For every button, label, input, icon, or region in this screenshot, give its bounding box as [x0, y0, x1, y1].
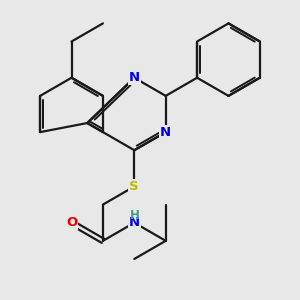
Text: N: N [129, 71, 140, 84]
Text: O: O [66, 216, 77, 229]
Text: N: N [129, 216, 140, 229]
Text: S: S [130, 180, 139, 193]
Text: N: N [160, 126, 171, 139]
Text: H: H [130, 209, 140, 222]
